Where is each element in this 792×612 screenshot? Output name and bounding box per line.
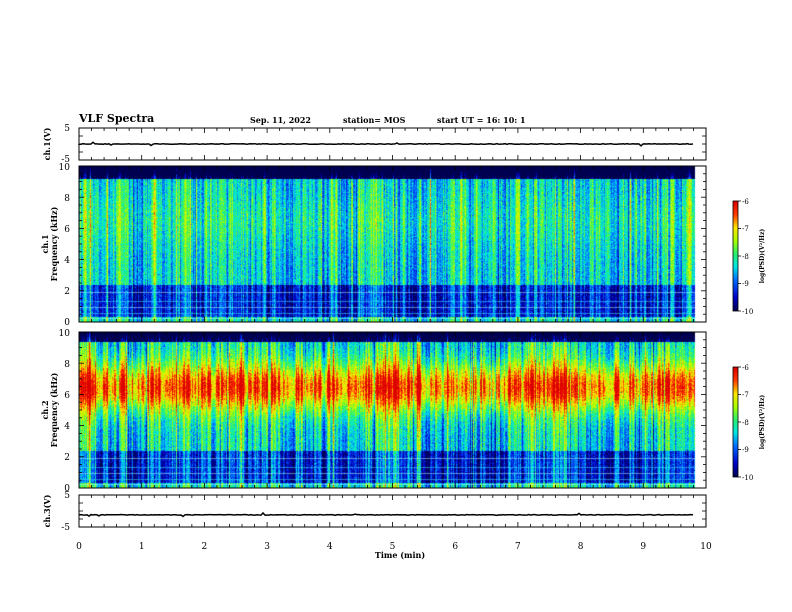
cb1-tick-neg6: -6 [742, 198, 749, 206]
x-tick-2: 2 [202, 542, 208, 552]
ch2-colorbar [733, 367, 738, 477]
cb1-tick-neg10: -10 [742, 308, 753, 316]
ch1-ylabel-freq: Frequency (kHz) [49, 206, 59, 281]
ch1v-ylabel: ch.1(V) [42, 127, 52, 160]
x-tick-4: 4 [327, 542, 333, 552]
x-tick-7: 7 [515, 542, 521, 552]
station-label: station= MOS [343, 115, 406, 125]
x-tick-8: 8 [578, 542, 584, 552]
x-tick-9: 9 [640, 542, 646, 552]
ch1-tick-0: 0 [64, 318, 70, 328]
ch3v-tick-neg5: -5 [61, 523, 70, 533]
cb1-label: log(PSD)(V²/Hz) [759, 229, 766, 284]
ch2-ylabel-freq: Frequency (kHz) [49, 372, 59, 447]
ch1-colorbar [733, 201, 738, 311]
cb1-tick-neg7: -7 [742, 225, 749, 233]
axis-ticks [78, 127, 741, 528]
ch1-voltage-trace [78, 141, 694, 147]
ch1-tick-4: 4 [64, 256, 70, 266]
cb1-tick-neg8: -8 [742, 253, 749, 261]
ch1-colorbar-labels: -6 -7 -8 -9 -10 log(PSD)(V²/Hz) [742, 198, 766, 316]
ch1-tick-10: 10 [59, 163, 71, 173]
ch1v-tick-5: 5 [64, 124, 70, 134]
ch1-ylabel-ch: ch.1 [40, 234, 50, 253]
ch2-spectrogram [79, 332, 706, 488]
ch2-tick-0: 0 [64, 484, 70, 494]
ch2-freq-ticks: 0 2 4 6 8 10 [59, 329, 71, 494]
start-time-label: start UT = 16: 10: 1 [437, 115, 526, 125]
x-tick-5: 5 [390, 542, 396, 552]
cb1-tick-neg9: -9 [742, 280, 749, 288]
cb2-tick-neg6: -6 [742, 364, 749, 372]
cb2-tick-neg7: -7 [742, 391, 749, 399]
cb2-tick-neg10: -10 [742, 474, 753, 482]
ch2-tick-6: 6 [64, 391, 70, 401]
x-tick-3: 3 [264, 542, 270, 552]
x-axis-label: Time (min) [375, 550, 425, 560]
cb2-label: log(PSD)(V²/Hz) [759, 395, 766, 450]
ch1v-tick-neg5: -5 [61, 155, 70, 165]
ch1-tick-8: 8 [64, 194, 70, 204]
ch3v-ticks: 5 -5 [61, 491, 70, 533]
ch1-freq-ticks: 0 2 4 6 8 10 [59, 163, 71, 328]
date-label: Sep. 11, 2022 [250, 115, 311, 125]
cb2-tick-neg8: -8 [742, 419, 749, 427]
x-tick-0: 0 [76, 542, 82, 552]
ch2-tick-10: 10 [59, 329, 71, 339]
ch2-colorbar-labels: -6 -7 -8 -9 -10 log(PSD)(V²/Hz) [742, 364, 766, 482]
ch1-tick-2: 2 [64, 287, 70, 297]
chart-title: VLF Spectra [78, 112, 154, 125]
x-tick-1: 1 [139, 542, 145, 552]
x-tick-10: 10 [700, 542, 712, 552]
ch2-tick-2: 2 [64, 453, 70, 463]
ch2-tick-8: 8 [64, 360, 70, 370]
ch1v-ticks: 5 -5 [61, 124, 70, 165]
x-tick-6: 6 [452, 542, 458, 552]
ch2-tick-4: 4 [64, 422, 70, 432]
ch2-ylabel-ch: ch.2 [40, 400, 50, 419]
ch1-tick-6: 6 [64, 225, 70, 235]
cb2-tick-neg9: -9 [742, 446, 749, 454]
ch1-spectrogram [79, 166, 706, 322]
ch3v-tick-5: 5 [64, 491, 70, 501]
ch3v-ylabel: ch.3(V) [42, 494, 52, 527]
x-tick-labels: 0 1 2 3 4 5 6 7 8 9 10 [76, 542, 712, 552]
ch3-voltage-trace [78, 511, 694, 518]
